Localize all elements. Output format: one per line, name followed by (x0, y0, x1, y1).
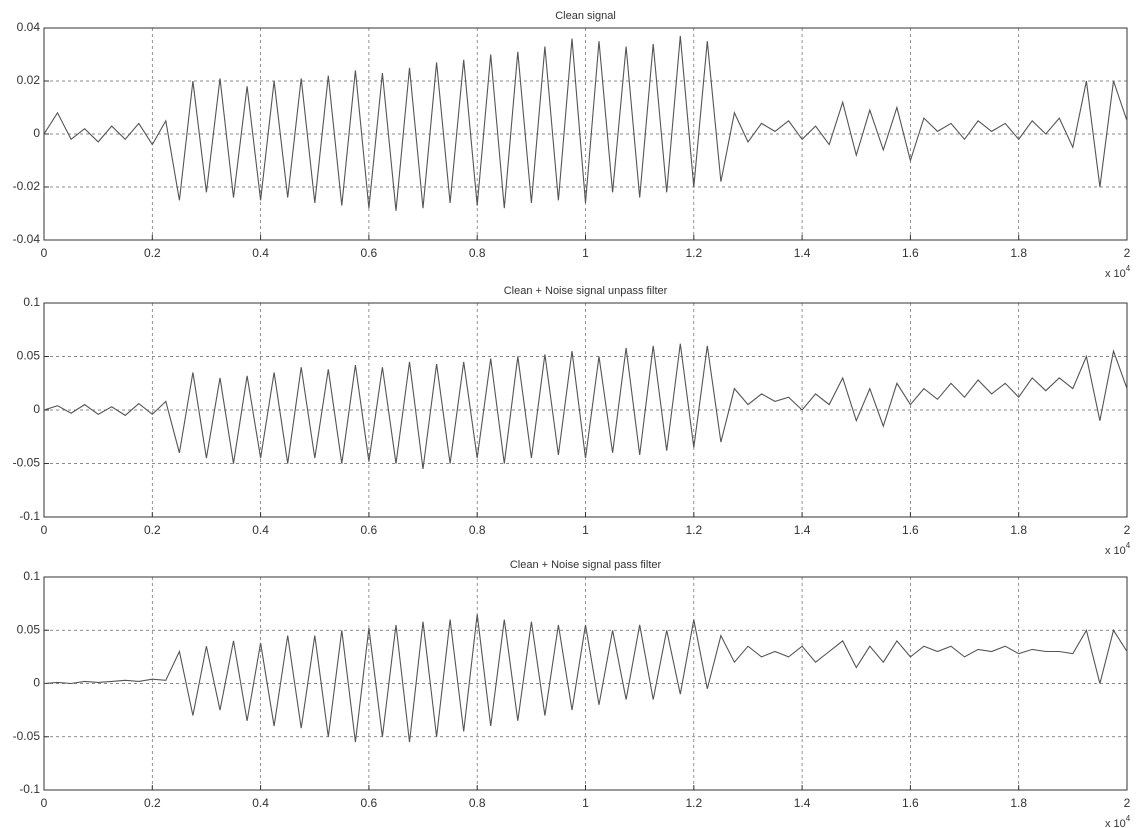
x-scale-label: x 104 (1105, 814, 1131, 828)
y-tick-label: 0 (33, 126, 40, 140)
x-tick-label: 1 (582, 796, 589, 810)
x-tick-label: 0.4 (252, 523, 269, 537)
y-tick-label: 0 (33, 676, 40, 690)
x-scale-exponent: 4 (1126, 814, 1131, 823)
subplot: Clean + Noise signal pass filter -0.1 -0.0… (13, 559, 1131, 828)
x-tick-label: 2 (1124, 246, 1131, 260)
x-tick-label: 1.6 (902, 796, 919, 810)
x-tick-label: 1 (582, 246, 589, 260)
x-scale-label: x 104 (1105, 264, 1131, 280)
chart-title: Clean + Noise signal unpass filter (504, 285, 668, 297)
chart-title: Clean + Noise signal pass filter (510, 559, 662, 571)
x-tick-label: 0 (41, 523, 48, 537)
y-tick-label: -0.05 (13, 456, 41, 470)
x-tick-label: 1.2 (685, 246, 702, 260)
subplot: Clean signal -0.04 -0.02 0 0.02 0.04 0 0.2 0.4 0.… (13, 10, 1131, 280)
x-scale-base: x 10 (1105, 268, 1126, 280)
x-scale-exponent: 4 (1126, 541, 1131, 550)
y-tick-label: -0.1 (19, 782, 40, 796)
x-tick-label: 1.6 (902, 246, 919, 260)
x-tick-label: 0.2 (144, 246, 161, 260)
y-tick-label: -0.04 (13, 232, 41, 246)
y-tick-label: -0.05 (13, 729, 41, 743)
y-tick-label: 0.05 (17, 349, 41, 363)
y-tick-label: -0.1 (19, 509, 40, 523)
y-tick-label: -0.02 (13, 179, 41, 193)
x-tick-label: 0.2 (144, 523, 161, 537)
x-scale-base: x 10 (1105, 545, 1126, 557)
x-tick-label: 0.8 (469, 796, 486, 810)
x-tick-label: 0 (41, 796, 48, 810)
chart-title: Clean signal (555, 10, 616, 22)
x-tick-label: 1.8 (1010, 796, 1027, 810)
x-tick-label: 1.6 (902, 523, 919, 537)
x-tick-label: 1.8 (1010, 523, 1027, 537)
x-tick-label: 0.6 (361, 796, 378, 810)
x-tick-label: 0.2 (144, 796, 161, 810)
x-tick-label: 0.4 (252, 796, 269, 810)
x-tick-label: 2 (1124, 523, 1131, 537)
y-tick-label: 0.02 (17, 73, 41, 87)
y-tick-label: 0.1 (23, 569, 40, 583)
y-tick-label: 0.1 (23, 295, 40, 309)
x-tick-label: 0.6 (361, 246, 378, 260)
x-tick-label: 0.8 (469, 246, 486, 260)
x-tick-label: 2 (1124, 796, 1131, 810)
x-tick-label: 1.2 (685, 796, 702, 810)
x-scale-label: x 104 (1105, 541, 1131, 557)
x-tick-label: 1.4 (794, 796, 811, 810)
x-tick-label: 0.6 (361, 523, 378, 537)
y-tick-label: 0 (33, 402, 40, 416)
x-tick-label: 1.4 (794, 523, 811, 537)
x-scale-exponent: 4 (1126, 264, 1131, 273)
x-tick-label: 1 (582, 523, 589, 537)
figure: Clean signal -0.04 -0.02 0 0.02 0.04 0 0.2 0.4 0.… (0, 0, 1137, 828)
subplot: Clean + Noise signal unpass filter -0.1 -0… (13, 285, 1131, 557)
y-tick-label: 0.05 (17, 622, 41, 636)
x-tick-label: 0.8 (469, 523, 486, 537)
x-tick-label: 0.4 (252, 246, 269, 260)
x-tick-label: 0 (41, 246, 48, 260)
y-tick-label: 0.04 (17, 20, 41, 34)
x-scale-base: x 10 (1105, 818, 1126, 828)
x-tick-label: 1.2 (685, 523, 702, 537)
x-tick-label: 1.8 (1010, 246, 1027, 260)
x-tick-label: 1.4 (794, 246, 811, 260)
